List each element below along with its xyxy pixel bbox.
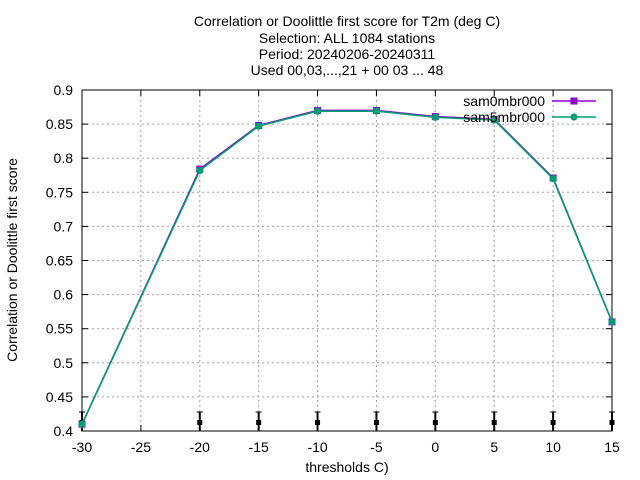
error-marker-point — [373, 420, 379, 425]
error-markers — [79, 411, 615, 431]
series-layer — [78, 106, 616, 428]
data-point — [490, 116, 498, 124]
x-axis-label: thresholds C) — [305, 459, 388, 475]
chart-title: Correlation or Doolittle first score for… — [194, 13, 500, 78]
data-point — [431, 113, 439, 121]
x-tick-label: -10 — [307, 439, 327, 455]
series-sam0mbr000 — [78, 106, 616, 428]
error-marker — [550, 411, 557, 431]
y-tick-label: 0.4 — [54, 423, 74, 439]
y-axis: 0.4 0.45 0.5 0.55 0.6 0.65 0.7 0.75 0.8 0.85 0.9 — [46, 82, 612, 439]
x-tick-label: 0 — [431, 439, 439, 455]
error-marker — [314, 411, 321, 431]
x-axis: -30 -25 -20 -15 -10 -5 0 5 10 15 — [72, 90, 620, 455]
title-line-1: Correlation or Doolittle first score for… — [194, 13, 500, 29]
series-sam5mbr000 — [78, 107, 616, 428]
y-tick-label: 0.9 — [54, 82, 74, 98]
error-marker-point — [609, 420, 615, 425]
y-tick-label: 0.5 — [54, 355, 74, 371]
data-point — [549, 175, 557, 183]
x-tick-label: 15 — [604, 439, 620, 455]
error-marker-point — [550, 420, 556, 425]
data-point — [255, 122, 263, 130]
legend-marker — [570, 113, 578, 121]
legend-label: sam0mbr000 — [463, 93, 545, 109]
legend-marker — [570, 97, 578, 105]
x-tick-label: -15 — [249, 439, 269, 455]
error-marker-point — [256, 420, 262, 425]
error-marker-point — [432, 420, 438, 425]
error-marker — [491, 411, 498, 431]
x-tick-label: -30 — [72, 439, 92, 455]
y-tick-label: 0.8 — [54, 150, 74, 166]
y-tick-label: 0.85 — [46, 116, 73, 132]
data-point — [196, 166, 204, 175]
grid — [82, 90, 612, 431]
error-marker — [255, 411, 262, 431]
data-point — [78, 420, 86, 428]
error-marker-point — [491, 420, 497, 425]
error-marker — [609, 411, 615, 431]
legend-item: sam5mbr000 — [463, 109, 596, 125]
y-tick-label: 0.55 — [46, 321, 73, 337]
y-tick-label: 0.75 — [46, 184, 73, 200]
y-tick-label: 0.6 — [54, 287, 74, 303]
error-marker — [432, 411, 439, 431]
title-line-3: Period: 20240206-20240311 — [259, 46, 436, 62]
title-line-4: Used 00,03,...,21 + 00 03 ... 48 — [251, 62, 444, 78]
error-marker-point — [315, 420, 321, 425]
title-line-2: Selection: ALL 1084 stations — [259, 30, 435, 46]
legend-item: sam0mbr000 — [463, 93, 596, 109]
error-marker-point — [197, 420, 203, 425]
x-tick-label: 5 — [490, 439, 498, 455]
y-axis-label: Correlation or Doolittle first score — [4, 158, 20, 362]
x-tick-label: -5 — [370, 439, 383, 455]
x-tick-label: -25 — [131, 439, 151, 455]
data-point — [608, 318, 616, 326]
error-marker — [373, 411, 380, 431]
x-tick-label: -20 — [190, 439, 210, 455]
legend-label: sam5mbr000 — [463, 109, 545, 125]
y-tick-label: 0.65 — [46, 253, 73, 269]
data-point — [372, 107, 381, 115]
y-tick-label: 0.7 — [54, 218, 74, 234]
y-tick-label: 0.45 — [46, 389, 73, 405]
x-tick-label: 10 — [545, 439, 561, 455]
error-marker — [196, 411, 203, 431]
data-point — [313, 107, 322, 115]
